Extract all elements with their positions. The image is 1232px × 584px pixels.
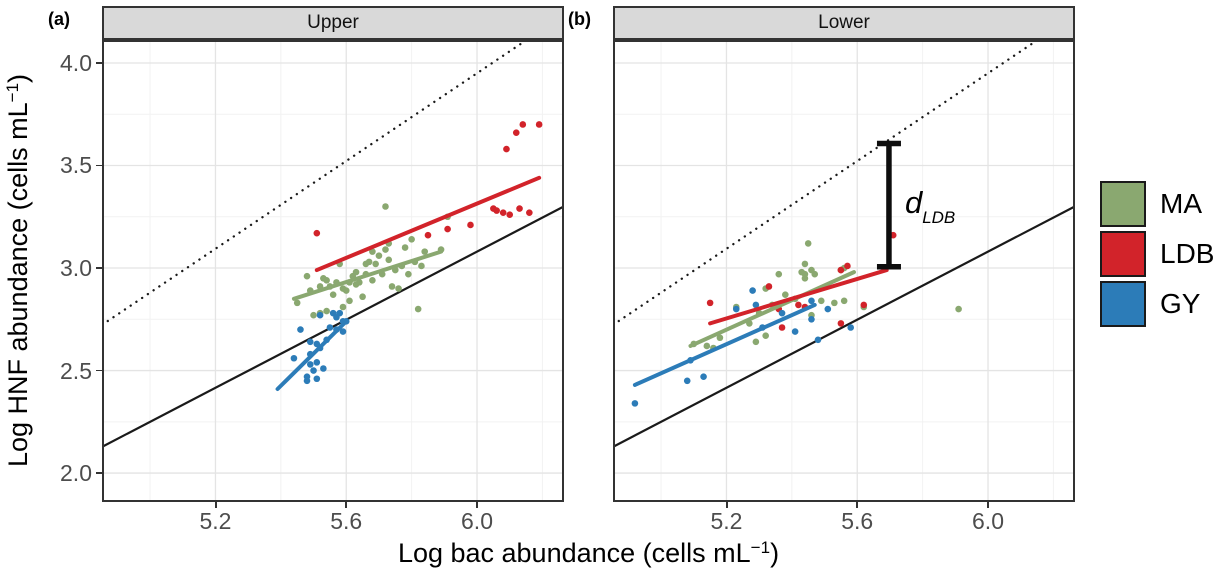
panel-b-plot: dLDB: [613, 40, 1075, 502]
legend-item-ma: MA: [1100, 181, 1214, 227]
y-axis-label-superscript: −1: [3, 82, 23, 102]
legend-label-ldb: LDB: [1160, 238, 1215, 269]
legend-swatch-ldb: [1100, 231, 1146, 277]
reference-line-dotted: [102, 40, 529, 327]
panel-strip-upper: Upper: [102, 6, 564, 40]
trend-line-GY: [275, 319, 349, 392]
y-tick-mark: [96, 164, 102, 167]
panel-a-tag: (a): [48, 9, 70, 29]
x-tick-mark: [476, 502, 479, 508]
trend-line-LDB: [708, 268, 889, 326]
x-tick-label: 6.0: [972, 508, 1004, 534]
points-GY: [631, 287, 855, 407]
y-tick-mark: [96, 472, 102, 474]
reference-line-solid: [613, 205, 1075, 448]
y-axis-label-text: Log HNF abundance (cells mL: [3, 101, 34, 467]
y-tick-label: 2.0: [60, 460, 92, 487]
trend-line-LDB: [314, 175, 542, 273]
points-LDB: [313, 121, 543, 239]
x-tick-label: 5.6: [841, 508, 874, 534]
trend-line-MA: [688, 270, 856, 348]
x-tick-label: 5.6: [330, 508, 363, 534]
y-tick-mark: [96, 369, 102, 372]
y-tick-mark: [96, 62, 102, 64]
panel-strip-lower: Lower: [613, 6, 1075, 40]
x-tick-label: 5.2: [710, 508, 743, 534]
y-tick-label: 3.5: [60, 152, 92, 179]
y-tick-label: 3.0: [60, 255, 92, 282]
panel-a-plot: [102, 40, 564, 502]
x-tick-mark: [987, 502, 990, 508]
x-tick-mark: [856, 502, 859, 508]
y-axis-label-close: ): [3, 73, 34, 83]
legend-item-ldb: LDB: [1100, 231, 1214, 277]
legend-item-gy: GY: [1100, 281, 1214, 327]
panel-b-tag: (b): [568, 9, 591, 29]
panel-border: [613, 40, 1075, 502]
trend-line-GY: [632, 302, 817, 387]
points-MA: [293, 203, 451, 319]
legend: MA LDB GY: [1100, 181, 1214, 327]
bracket-label: dLDB: [905, 185, 955, 227]
x-axis-label-text: Log bac abundance (cells mL: [397, 538, 751, 568]
x-tick-mark: [214, 502, 217, 508]
x-tick-mark: [345, 502, 348, 508]
x-tick-label: 5.2: [199, 508, 232, 534]
x-tick-mark: [725, 502, 728, 508]
y-tick-mark: [96, 267, 102, 269]
distance-bracket: dLDB: [876, 140, 955, 270]
legend-label-gy: GY: [1160, 288, 1201, 319]
legend-swatch-ma: [1100, 181, 1146, 227]
trend-line-MA: [291, 249, 444, 301]
x-axis-label: Log bac abundance (cells mL−1): [102, 538, 1075, 569]
y-tick-label: 2.5: [60, 357, 92, 384]
panel-border: [102, 40, 564, 502]
x-axis-label-close: ): [770, 538, 780, 568]
x-axis-label-superscript: −1: [750, 538, 771, 557]
legend-label-ma: MA: [1160, 188, 1202, 219]
x-tick-label: 6.0: [461, 508, 493, 534]
legend-swatch-gy: [1100, 281, 1146, 327]
y-tick-label: 4.0: [60, 49, 92, 76]
points-MA: [690, 240, 962, 352]
